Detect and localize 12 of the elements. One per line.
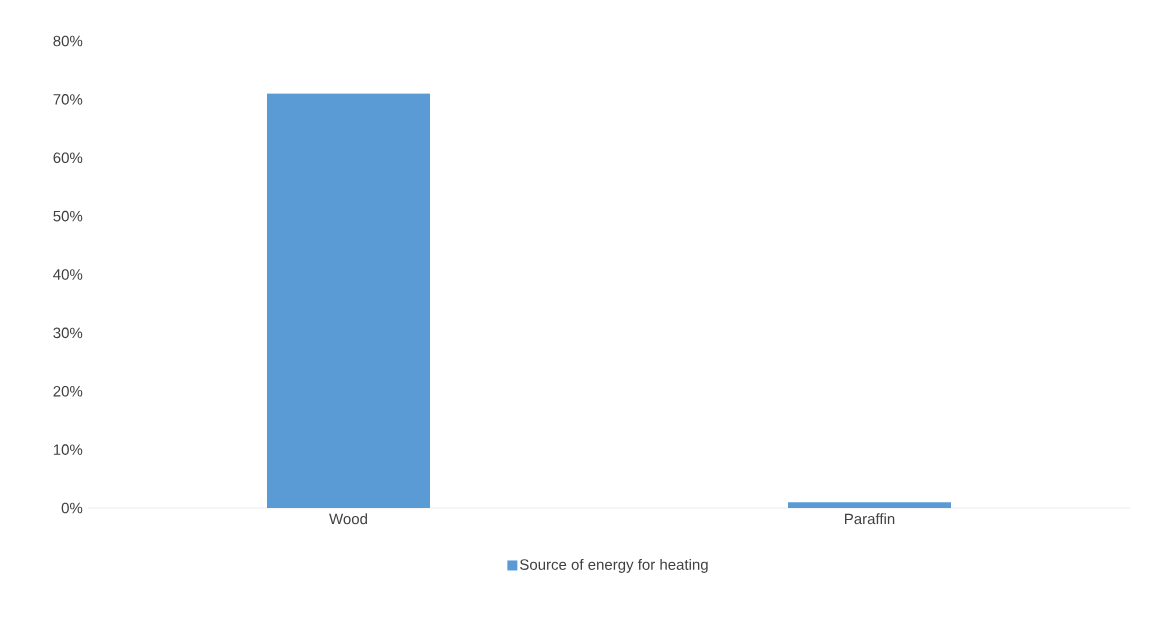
y-tick-label: 0%: [61, 502, 83, 514]
y-tick-label: 20%: [53, 385, 83, 397]
y-tick-label: 70%: [53, 94, 83, 105]
x-tick-label: Wood: [329, 513, 367, 525]
y-tick-label: 50%: [53, 210, 83, 222]
y-tick-label: 60%: [53, 152, 83, 164]
y-tick-label: 10%: [53, 444, 83, 455]
y-tick-label: 40%: [53, 269, 83, 280]
legend-label: Source of energy for heating: [520, 558, 708, 573]
x-tick-label: Paraffin: [845, 513, 895, 525]
y-tick-label: 80%: [53, 35, 83, 47]
y-tick-label: 30%: [53, 327, 83, 339]
